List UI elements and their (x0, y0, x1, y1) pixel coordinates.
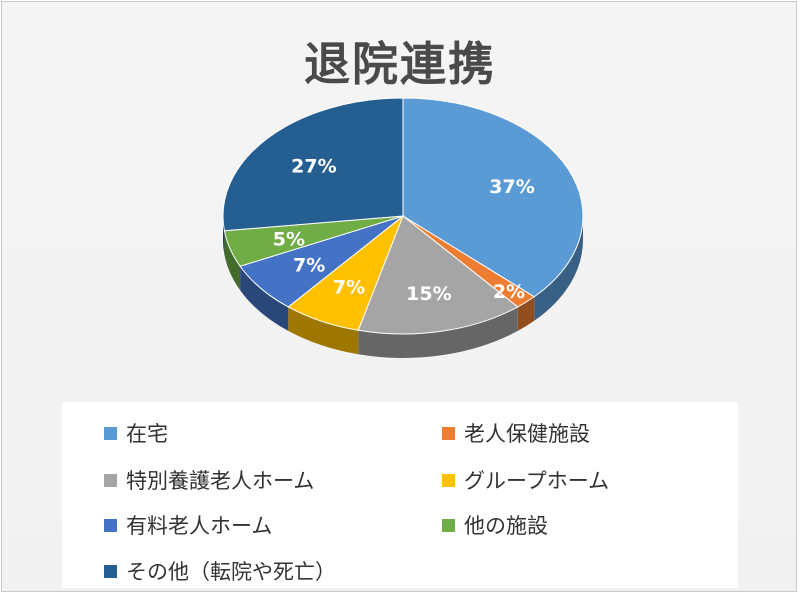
pie-side-0 (534, 216, 583, 321)
pie-side-4 (240, 266, 289, 331)
legend-item-2: 特別養護老人ホーム (104, 465, 314, 495)
pie-labels-group: 37% 2% 15% 7% 7% 5% 27% (273, 155, 535, 305)
pie-slice-0 (402, 97, 584, 298)
data-label-5: 5% (273, 229, 305, 251)
legend-item-1: 老人保健施設 (442, 418, 590, 448)
data-label-6: 27% (291, 155, 336, 177)
pie-slice-2 (357, 215, 519, 335)
legend-label: 特別養護老人ホーム (126, 469, 315, 493)
legend-label: 在宅 (126, 422, 168, 446)
legend-item-4: 有料老人ホーム (104, 510, 272, 540)
legend-swatch (104, 564, 117, 578)
data-label-2: 15% (406, 283, 451, 305)
pie-side-3 (288, 306, 359, 355)
legend-swatch (104, 518, 117, 532)
data-label-3: 7% (333, 276, 365, 298)
pie-side-2 (358, 306, 518, 358)
legend-label: 有料老人ホーム (126, 514, 273, 538)
legend-swatch (104, 473, 117, 487)
legend-swatch (442, 518, 455, 532)
legend-item-6: その他（転院や死亡） (104, 556, 336, 586)
legend-item-0: 在宅 (104, 418, 168, 448)
pie-slices-group (222, 97, 584, 335)
legend-label: 他の施設 (464, 514, 548, 538)
legend-label: その他（転院や死亡） (126, 560, 336, 584)
pie-side-1 (517, 296, 535, 331)
legend-swatch (104, 426, 117, 440)
legend-item-3: グループホーム (442, 465, 609, 495)
data-label-4: 7% (293, 255, 325, 277)
chart-title: 退院連携 (304, 37, 496, 91)
legend-item-5: 他の施設 (442, 510, 548, 540)
legend-label: 老人保健施設 (464, 422, 590, 446)
legend-label: グループホーム (464, 469, 610, 493)
pie-slice-6 (222, 97, 404, 232)
chart-legend: 在宅 老人保健施設特別養護老人ホーム グループホーム有料老人ホーム 他の施設その他（転… (62, 402, 738, 588)
data-label-1: 2% (493, 281, 525, 303)
legend-swatch (442, 473, 455, 487)
data-label-0: 37% (489, 176, 534, 198)
legend-swatch (442, 426, 455, 440)
